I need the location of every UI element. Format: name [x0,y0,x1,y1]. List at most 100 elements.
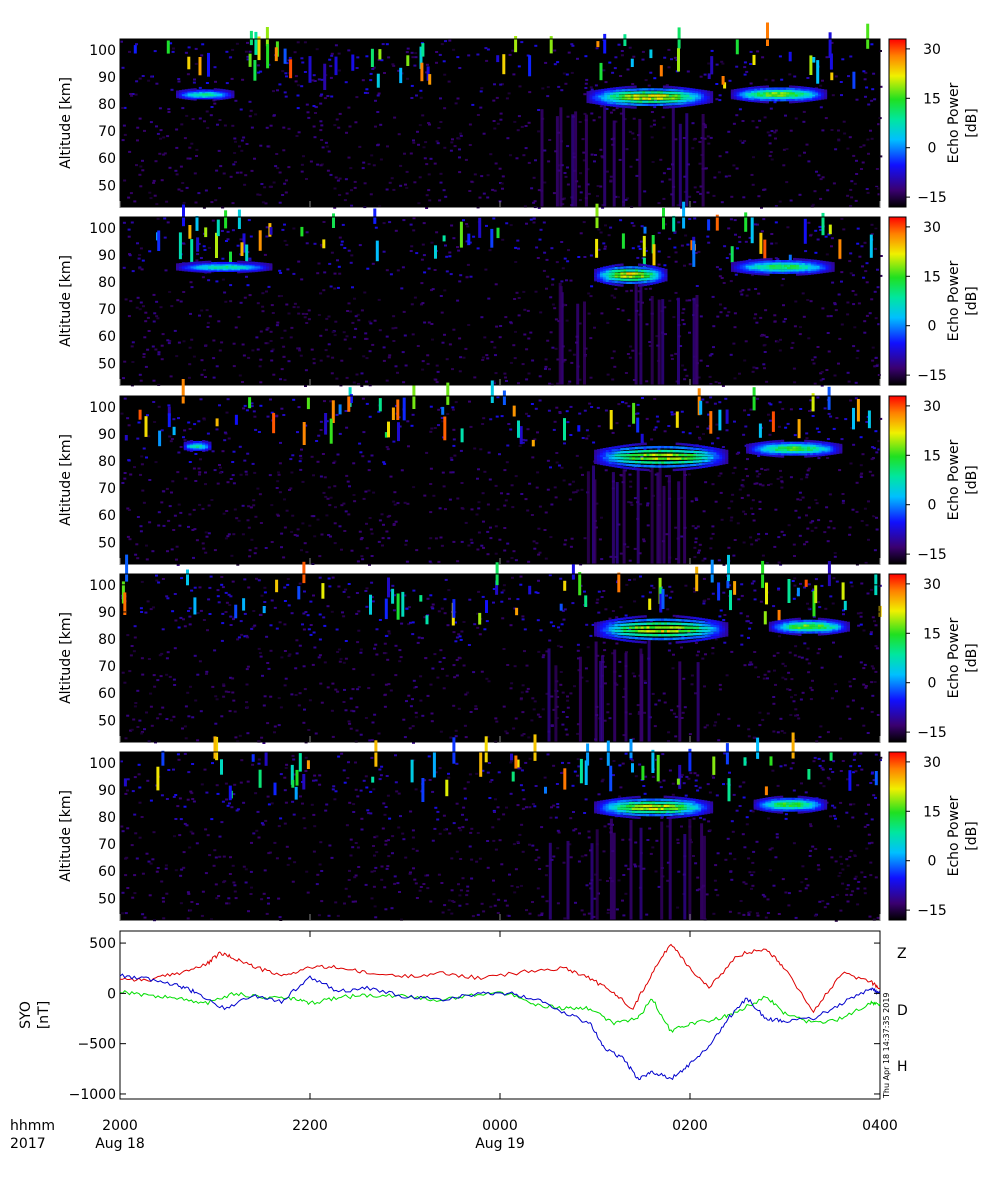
colorbar-tick-label: 15 [923,804,941,820]
colorbar-tick-label: −15 [917,547,947,563]
colorbar [888,395,907,565]
time-tick-label: 0000 [482,1118,518,1134]
series-line-H [119,973,881,1081]
colorbar-tick-label: 0 [928,854,937,870]
colorbar-tick-label: 30 [923,577,941,593]
echo-noise [120,379,883,566]
altitude-tick-label: 80 [98,454,116,470]
colorbar-tick-label: −15 [917,725,947,741]
series-line-D [119,990,881,1034]
date-label: Aug 19 [475,1136,525,1152]
altitude-tick-label: 70 [98,837,116,853]
colorbar-tick-label: 30 [923,399,941,415]
field-tick-label: −1000 [69,1087,116,1103]
altitude-tick-label: 100 [89,756,116,772]
colorbar-tick-label: 30 [923,220,941,236]
altitude-axis-label: Altitude [km] [58,790,74,882]
echo-noise [120,22,883,209]
legend-D: D [897,1003,908,1019]
colorbar-tick-label: 15 [923,269,941,285]
time-tick-label: 0400 [862,1118,898,1134]
echo-layer [594,615,729,644]
altitude-tick-label: 60 [98,151,116,167]
altitude-tick-label: 50 [98,356,116,372]
echo-layer [594,263,668,287]
altitude-tick-label: 60 [98,864,116,880]
xaxis-header: hhmm [10,1118,55,1134]
echo-layer [183,440,212,452]
altitude-tick-label: 80 [98,275,116,291]
echo-layer [586,85,714,109]
xaxis-year: 2017 [10,1136,46,1152]
magnetometer-frame [119,930,881,1100]
altitude-tick-label: 60 [98,508,116,524]
time-axis: hhmm 2017 2000 Aug 18 2200 0000 Aug 19 0200 04… [10,201,898,1152]
echo-layer [731,257,835,276]
colorbar-label: Echo Power [dB] [946,795,980,876]
legend-H: H [897,1059,908,1075]
colorbar [888,38,907,208]
colorbar [888,573,907,743]
altitude-tick-label: 50 [98,535,116,551]
altitude-tick-label: 70 [98,659,116,675]
altitude-tick-label: 50 [98,891,116,907]
colorbar-tick-label: 0 [928,676,937,692]
altitude-tick-label: 50 [98,178,116,194]
altitude-tick-label: 70 [98,302,116,318]
altitude-tick-label: 80 [98,632,116,648]
altitude-tick-label: 90 [98,783,116,799]
echo-panel-background [120,396,880,564]
field-tick-label: 500 [89,936,116,952]
colorbar-label: Echo Power [dB] [946,260,980,341]
colorbar-label: Echo Power [dB] [946,617,980,698]
echo-panel: 50 60 70 80 90 100 Altitude [km] −15 0 15 30 Echo P… [58,732,980,922]
field-tick-label: 0 [107,986,116,1002]
colorbar-tick-label: 30 [923,42,941,58]
time-tick-label: 0200 [672,1118,708,1134]
colorbar-tick-label: 15 [923,448,941,464]
echo-panel-background [120,574,880,742]
echo-panel-background [120,752,880,920]
colorbar-tick-label: 0 [928,141,937,157]
echo-layer [746,439,843,458]
altitude-tick-label: 90 [98,70,116,86]
echo-layer [176,88,235,101]
altitude-axis-label: Altitude [km] [58,612,74,704]
colorbar-tick-label: −15 [917,190,947,206]
colorbar-tick-label: −15 [917,368,947,384]
altitude-tick-label: 70 [98,481,116,497]
time-tick-label: 2000 [102,1118,138,1134]
colorbar [888,751,907,921]
echo-noise [120,732,883,922]
echo-panel: 50 60 70 80 90 100 Altitude [km] −15 0 15 30 Echo P… [58,379,980,566]
echo-layer [753,795,828,814]
altitude-axis-label: Altitude [km] [58,255,74,347]
colorbar-tick-label: 15 [923,91,941,107]
altitude-tick-label: 90 [98,427,116,443]
colorbar-tick-label: 30 [923,755,941,771]
altitude-tick-label: 100 [89,221,116,237]
magnetometer-panel: −1000 −500 0 500 SYO [nT] Z D H Thu Apr 18 14:… [18,930,908,1103]
echo-power-panels: 50 60 70 80 90 100 Altitude [km] −15 0 15 30 Echo P… [58,22,980,922]
legend-Z: Z [897,946,907,962]
date-label: Aug 18 [95,1136,145,1152]
colorbar-tick-label: 15 [923,626,941,642]
timestamp: Thu Apr 18 14:37:35 2019 [882,992,891,1099]
altitude-tick-label: 100 [89,400,116,416]
time-tick-label: 2200 [292,1118,328,1134]
altitude-tick-label: 90 [98,605,116,621]
colorbar-tick-label: 0 [928,498,937,514]
echo-panel-background [120,39,880,207]
field-tick-label: −500 [78,1037,116,1053]
echo-layer [730,85,828,104]
echo-layer [594,795,714,819]
altitude-tick-label: 90 [98,248,116,264]
altitude-tick-label: 80 [98,97,116,113]
echo-layer [768,617,850,636]
altitude-tick-label: 60 [98,686,116,702]
echo-panel: 50 60 70 80 90 100 Altitude [km] −15 0 15 30 Echo P… [58,201,980,387]
colorbar-label: Echo Power [dB] [946,439,980,520]
altitude-tick-label: 50 [98,713,116,729]
altitude-tick-label: 60 [98,329,116,345]
